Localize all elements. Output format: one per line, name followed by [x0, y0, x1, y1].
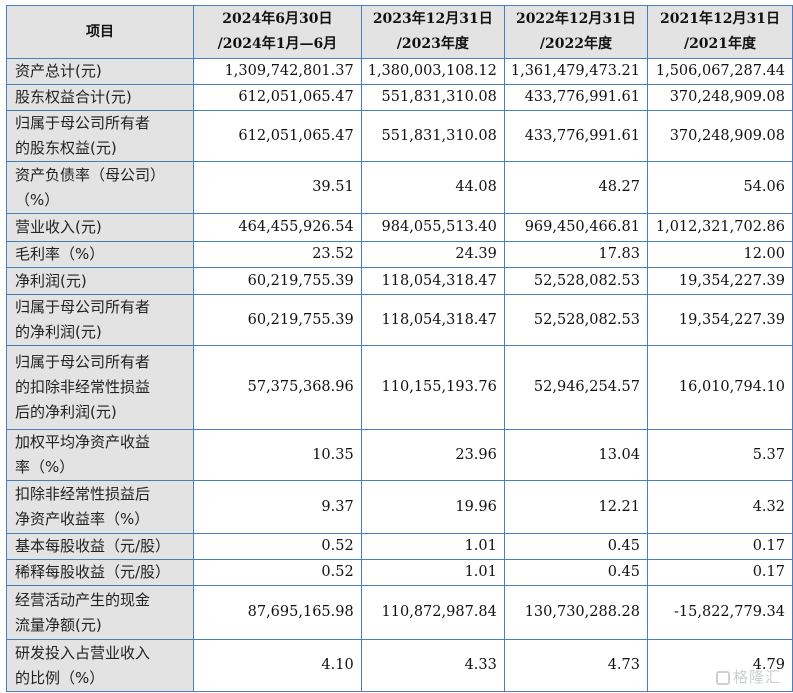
table-row-diluted-eps: 稀释每股收益（元/股） 0.52 1.01 0.45 0.17: [5, 559, 793, 586]
row-label: 归属于母公司所有者 的净利润(元): [5, 294, 195, 346]
row-value: 10.35: [193, 429, 362, 481]
row-value: 52,946,254.57: [503, 345, 649, 430]
row-value: 1,506,067,287.44: [647, 58, 793, 85]
row-value: 612,051,065.47: [193, 84, 362, 111]
row-value: 130,730,288.28: [503, 585, 649, 640]
row-value: 969,450,466.81: [503, 213, 649, 242]
row-value: 551,831,310.08: [360, 110, 505, 162]
row-value: 0.52: [193, 533, 362, 560]
row-value: 0.17: [647, 559, 793, 586]
row-label: 经营活动产生的现金 流量净额(元): [5, 585, 195, 640]
row-value: -15,822,779.34: [647, 585, 793, 640]
row-value: 4.32: [647, 480, 793, 534]
table-row-gross-margin: 毛利率（%） 23.52 24.39 17.83 12.00: [5, 241, 793, 268]
row-value: 19,354,227.39: [647, 267, 793, 295]
row-label: 稀释每股收益（元/股）: [5, 559, 195, 586]
gelonghui-logo-icon: [715, 671, 730, 685]
row-label: 扣除非经常性损益后 净资产收益率（%）: [5, 480, 195, 534]
row-value: 19,354,227.39: [647, 294, 793, 346]
row-value: 1,361,479,473.21: [503, 58, 649, 85]
table-row-weighted-roe: 加权平均净资产收益 率（%） 10.35 23.96 13.04 5.37: [5, 429, 793, 481]
financial-summary-table: 项目 2024年6月30日 /2024年1月—6月 2023年12月31日 /2…: [5, 5, 793, 692]
row-value: 0.45: [503, 559, 649, 586]
row-value: 1.01: [360, 559, 505, 586]
row-value: 48.27: [503, 161, 649, 214]
row-value: 13.04: [503, 429, 649, 481]
table-row-total-equity: 股东权益合计(元) 612,051,065.47 551,831,310.08 433…: [5, 84, 793, 111]
row-value: 9.37: [193, 480, 362, 534]
row-label: 归属于母公司所有者 的扣除非经常性损益 后的净利润(元): [5, 345, 195, 430]
row-value: 12.21: [503, 480, 649, 534]
table-row-debt-ratio: 资产负债率（母公司） （%） 39.51 44.08 48.27 54.06: [5, 161, 793, 214]
row-value: 17.83: [503, 241, 649, 268]
row-value: 464,455,926.54: [193, 213, 362, 242]
row-value: 44.08: [360, 161, 505, 214]
row-value: 433,776,991.61: [503, 110, 649, 162]
row-value: 370,248,909.08: [647, 110, 793, 162]
row-label: 归属于母公司所有者 的股东权益(元): [5, 110, 195, 162]
row-value: 23.96: [360, 429, 505, 481]
header-col-2022: 2022年12月31日 /2022年度: [503, 5, 649, 59]
row-value: 612,051,065.47: [193, 110, 362, 162]
row-value: 1,309,742,801.37: [193, 58, 362, 85]
row-value: 0.52: [193, 559, 362, 586]
header-col-2023: 2023年12月31日 /2023年度: [360, 5, 505, 59]
row-value: 4.73: [503, 639, 649, 692]
row-value: 110,872,987.84: [360, 585, 505, 640]
table-row-parent-net-profit-excl-nonrecurring: 归属于母公司所有者 的扣除非经常性损益 后的净利润(元) 57,375,368.9…: [5, 345, 793, 430]
watermark-text: 格隆汇: [732, 668, 781, 686]
row-value: 433,776,991.61: [503, 84, 649, 111]
row-value: 118,054,318.47: [360, 267, 505, 295]
table-row-roe-excl-nonrecurring: 扣除非经常性损益后 净资产收益率（%） 9.37 19.96 12.21 4.32: [5, 480, 793, 534]
row-value: 23.52: [193, 241, 362, 268]
row-value: 52,528,082.53: [503, 267, 649, 295]
row-value: 551,831,310.08: [360, 84, 505, 111]
header-col-2021: 2021年12月31日 /2021年度: [647, 5, 793, 59]
row-value: 1,380,003,108.12: [360, 58, 505, 85]
header-row: 项目 2024年6月30日 /2024年1月—6月 2023年12月31日 /2…: [5, 5, 793, 59]
row-label: 研发投入占营业收入 的比例（%）: [5, 639, 195, 692]
row-label: 加权平均净资产收益 率（%）: [5, 429, 195, 481]
row-value: 118,054,318.47: [360, 294, 505, 346]
row-value: 1.01: [360, 533, 505, 560]
row-value: 110,155,193.76: [360, 345, 505, 430]
row-value: 0.45: [503, 533, 649, 560]
row-value: 24.39: [360, 241, 505, 268]
row-value: 16,010,794.10: [647, 345, 793, 430]
row-value: 52,528,082.53: [503, 294, 649, 346]
row-value: 1,012,321,702.86: [647, 213, 793, 242]
row-value: 57,375,368.96: [193, 345, 362, 430]
row-label: 基本每股收益（元/股）: [5, 533, 195, 560]
row-value: 12.00: [647, 241, 793, 268]
table-row-rd-ratio: 研发投入占营业收入 的比例（%） 4.10 4.33 4.73 4.79: [5, 639, 793, 692]
row-label: 毛利率（%）: [5, 241, 195, 268]
row-value: 87,695,165.98: [193, 585, 362, 640]
table-row-parent-equity: 归属于母公司所有者 的股东权益(元) 612,051,065.47 551,831,…: [5, 110, 793, 162]
table-row-total-assets: 资产总计(元) 1,309,742,801.37 1,380,003,108.12 1…: [5, 58, 793, 85]
table-row-net-profit: 净利润(元) 60,219,755.39 118,054,318.47 52,528,…: [5, 267, 793, 295]
row-value: 370,248,909.08: [647, 84, 793, 111]
row-label: 资产负债率（母公司） （%）: [5, 161, 195, 214]
table-row-basic-eps: 基本每股收益（元/股） 0.52 1.01 0.45 0.17: [5, 533, 793, 560]
row-value: 4.10: [193, 639, 362, 692]
row-value: 984,055,513.40: [360, 213, 505, 242]
row-value: 4.33: [360, 639, 505, 692]
header-col-2024h1: 2024年6月30日 /2024年1月—6月: [193, 5, 362, 59]
row-value: 60,219,755.39: [193, 267, 362, 295]
row-value: 54.06: [647, 161, 793, 214]
watermark: 格隆汇: [715, 666, 781, 687]
row-value: 39.51: [193, 161, 362, 214]
row-label: 净利润(元): [5, 267, 195, 295]
row-value: 60,219,755.39: [193, 294, 362, 346]
row-label: 资产总计(元): [5, 58, 195, 85]
row-value: 5.37: [647, 429, 793, 481]
row-value: 19.96: [360, 480, 505, 534]
table-row-parent-net-profit: 归属于母公司所有者 的净利润(元) 60,219,755.39 118,054,31…: [5, 294, 793, 346]
row-value: 0.17: [647, 533, 793, 560]
row-label: 股东权益合计(元): [5, 84, 195, 111]
header-item: 项目: [5, 5, 195, 59]
row-label: 营业收入(元): [5, 213, 195, 242]
table-row-revenue: 营业收入(元) 464,455,926.54 984,055,513.40 969,4…: [5, 213, 793, 242]
table-row-operating-cash-flow: 经营活动产生的现金 流量净额(元) 87,695,165.98 110,872,98…: [5, 585, 793, 640]
